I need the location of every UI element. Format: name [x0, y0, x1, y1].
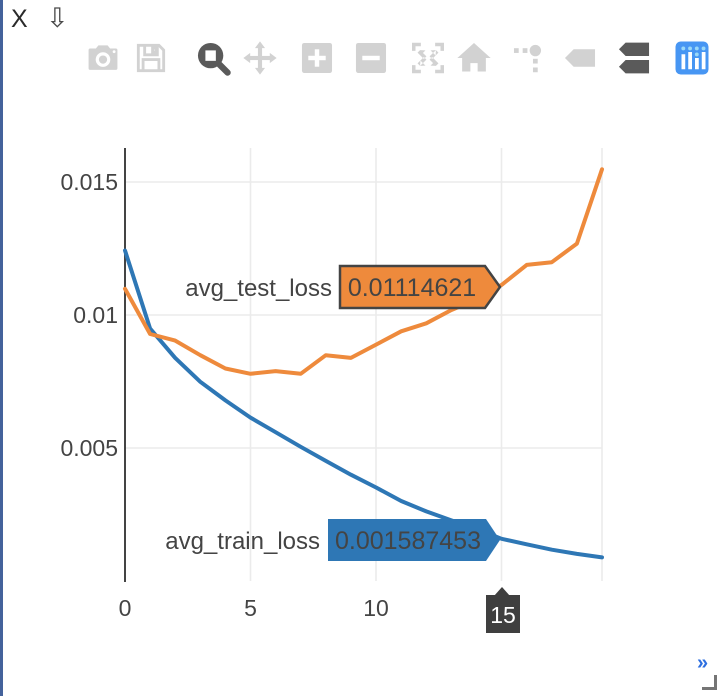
y-tick-label: 0.015	[60, 169, 118, 195]
zoom-out-icon[interactable]	[352, 39, 390, 77]
spikelines-icon[interactable]	[510, 39, 548, 77]
panel-left-border	[0, 0, 3, 696]
resize-corner-handle[interactable]	[702, 675, 717, 690]
hover-closest-icon[interactable]	[560, 39, 600, 77]
expand-chevrons[interactable]: »	[697, 652, 709, 674]
zoom-icon[interactable]	[194, 39, 232, 77]
hover-label-test-value: 0.01114621	[348, 274, 476, 302]
autoscale-icon[interactable]	[407, 39, 449, 77]
plotly-logo-icon[interactable]	[674, 39, 710, 77]
x-tick-label: 5	[244, 595, 257, 621]
x-tick-label: 0	[119, 595, 132, 621]
x-tick-label: 10	[363, 595, 389, 621]
hover-compare-icon[interactable]	[612, 39, 656, 77]
hover-label-x-value: 15	[490, 602, 516, 628]
hover-label-train-name: avg_train_loss	[165, 528, 320, 555]
hover-label-test-loss: avg_test_loss 0.01114621	[185, 264, 502, 310]
zoom-in-icon[interactable]	[298, 39, 336, 77]
download-arrow-icon[interactable]: ⇩	[46, 3, 69, 33]
close-icon[interactable]: X	[11, 5, 28, 33]
hover-label-train-box	[328, 519, 500, 561]
hover-label-x-axis: 15	[486, 587, 520, 633]
hover-label-test-box	[338, 264, 502, 310]
gridlines	[125, 148, 603, 581]
hover-label-train-value: 0.001587453	[335, 527, 481, 555]
save-icon[interactable]	[132, 39, 170, 77]
home-icon[interactable]	[455, 39, 493, 77]
train-loss-line	[123, 248, 604, 560]
camera-icon[interactable]	[84, 39, 122, 77]
y-tick-label: 0.01	[73, 302, 118, 328]
pan-icon[interactable]	[241, 39, 279, 77]
test-loss-line	[123, 167, 604, 376]
hover-label-test-name: avg_test_loss	[185, 275, 332, 302]
y-tick-label: 0.005	[60, 435, 118, 461]
hover-label-train-loss: avg_train_loss 0.001587453	[165, 519, 500, 561]
